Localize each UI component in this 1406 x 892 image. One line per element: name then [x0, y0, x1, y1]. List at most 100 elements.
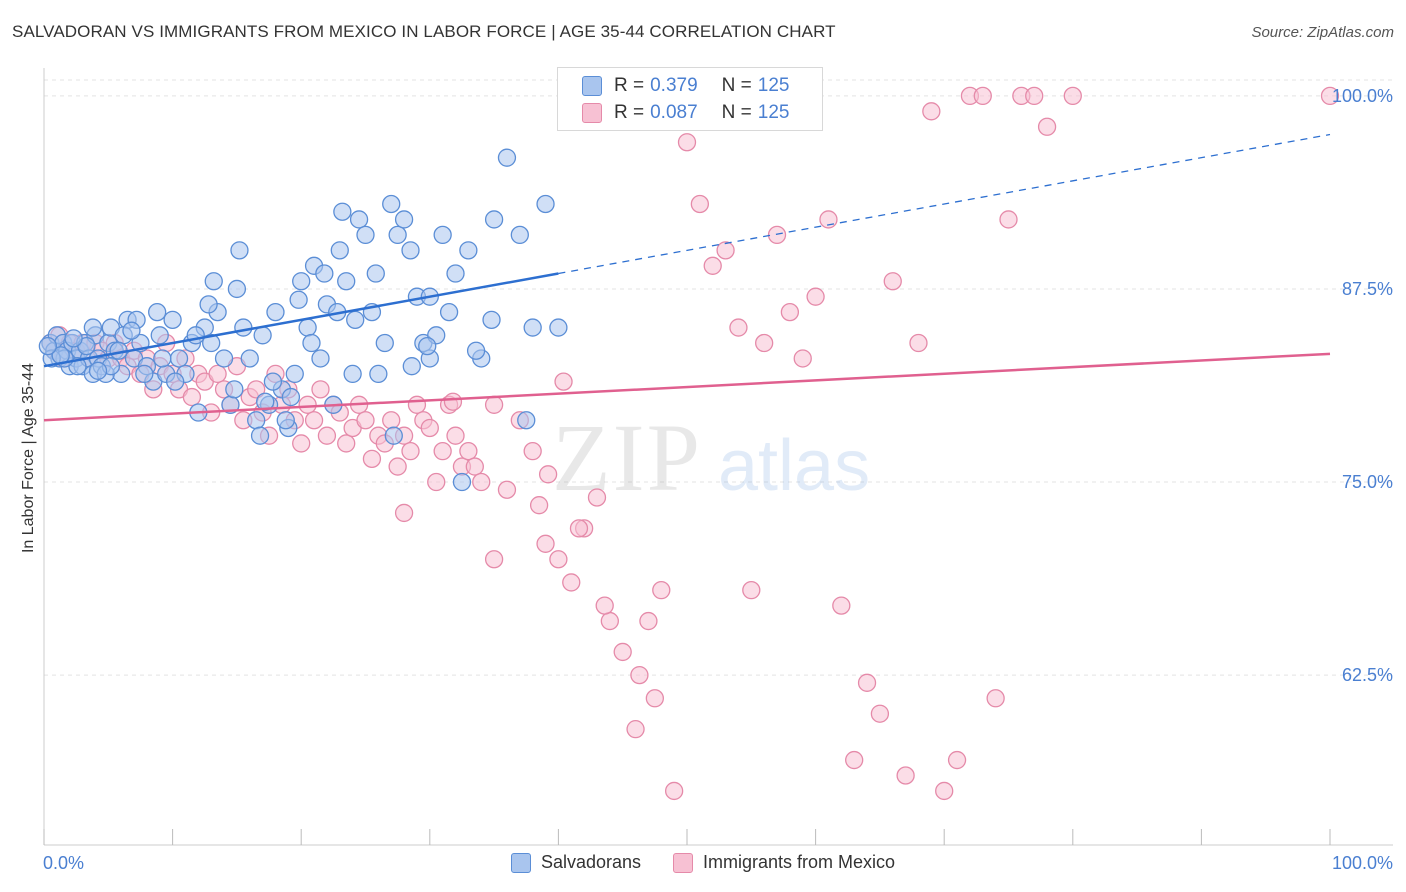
data-point: [150, 326, 169, 345]
data-point: [382, 194, 401, 214]
watermark-atlas: atlas: [718, 426, 870, 506]
data-point: [595, 596, 614, 615]
data-point: [366, 264, 385, 283]
data-point: [443, 392, 463, 411]
data-point: [402, 357, 421, 376]
data-point: [999, 210, 1018, 229]
data-point: [186, 326, 205, 345]
data-point: [388, 225, 407, 245]
grid-lines: [44, 79, 1393, 676]
data-point: [538, 465, 558, 484]
data-point: [652, 580, 671, 600]
legend-n-label: N =: [721, 75, 752, 96]
data-point: [645, 689, 664, 708]
data-point: [806, 287, 825, 306]
legend-swatch-pink: [582, 103, 602, 123]
data-point: [845, 750, 864, 770]
data-point: [484, 550, 504, 569]
data-point: [317, 426, 337, 445]
data-point: [832, 596, 851, 615]
data-point: [247, 411, 266, 430]
watermark: ZIP atlas: [552, 404, 870, 511]
data-point: [793, 349, 812, 368]
data-point: [1063, 86, 1082, 106]
y-tick-label: 75.0%: [1342, 472, 1393, 492]
data-point: [88, 361, 108, 380]
data-point: [883, 272, 902, 291]
data-point: [1037, 117, 1057, 136]
bottom-legend-swatch-blue: [510, 852, 531, 873]
y-tick-label: 87.5%: [1342, 279, 1393, 299]
data-point: [343, 364, 362, 384]
data-point: [375, 333, 394, 353]
data-point: [613, 642, 632, 662]
data-point: [384, 426, 403, 445]
bottom-legend-salvadorans[interactable]: Salvadorans: [510, 852, 642, 873]
data-point: [266, 302, 285, 322]
legend-row-salvadorans: R = 0.379 N = 125: [582, 74, 789, 98]
data-point: [986, 689, 1005, 708]
data-point: [482, 310, 501, 330]
data-point: [199, 295, 218, 314]
data-point: [234, 318, 253, 337]
chart-title: SALVADORAN VS IMMIGRANTS FROM MEXICO IN …: [12, 22, 836, 41]
legend-row-mexico: R = 0.087 N = 125: [582, 101, 789, 125]
data-point: [466, 341, 486, 360]
data-point: [459, 441, 478, 461]
data-point: [446, 426, 465, 445]
data-point: [529, 496, 549, 515]
data-point: [677, 133, 697, 152]
data-point: [420, 418, 439, 438]
data-point: [225, 380, 244, 399]
data-point: [64, 329, 83, 348]
data-point: [857, 673, 877, 692]
data-point: [626, 720, 645, 739]
axes: [43, 68, 1393, 846]
data-point: [780, 302, 800, 322]
stats-legend: R = 0.379 N = 125 R = 0.087 N = 125: [557, 67, 823, 131]
data-point: [298, 395, 317, 414]
data-point: [407, 395, 427, 414]
bottom-legend-label: Salvadorans: [540, 852, 642, 872]
data-point: [439, 302, 459, 322]
data-point: [742, 580, 761, 600]
y-tick-label: 62.5%: [1342, 665, 1393, 685]
data-point: [356, 411, 375, 430]
data-point: [83, 318, 103, 337]
data-point: [630, 665, 649, 685]
data-point: [870, 704, 890, 723]
data-point: [536, 194, 555, 214]
data-point: [600, 611, 619, 631]
data-point: [276, 411, 295, 430]
x-tick-label-right: 100.0%: [1332, 853, 1393, 873]
data-point: [549, 318, 568, 337]
data-point: [208, 364, 227, 384]
legend-r-label: R =: [614, 75, 645, 96]
data-point: [382, 411, 401, 430]
data-point: [247, 380, 266, 399]
data-point: [433, 441, 452, 461]
data-point: [947, 750, 967, 770]
trend-line-mexico: [43, 352, 1331, 422]
bottom-legend-mexico[interactable]: Immigrants from Mexico: [673, 852, 895, 873]
data-point: [356, 225, 375, 245]
trend-lines: [43, 133, 1331, 422]
data-point: [333, 202, 352, 221]
data-point: [587, 488, 607, 507]
data-point: [304, 411, 324, 430]
data-point: [349, 210, 369, 229]
data-point: [227, 279, 247, 299]
data-point: [1025, 86, 1044, 106]
data-point: [315, 264, 334, 283]
data-point: [204, 272, 223, 291]
data-point: [472, 472, 491, 492]
data-point: [292, 434, 311, 453]
trend-line-salvadorans: [43, 272, 559, 368]
data-point: [459, 241, 478, 260]
data-point: [973, 86, 992, 106]
data-point: [256, 392, 275, 411]
data-point: [311, 349, 330, 368]
data-point: [427, 472, 446, 492]
data-point: [346, 310, 365, 330]
